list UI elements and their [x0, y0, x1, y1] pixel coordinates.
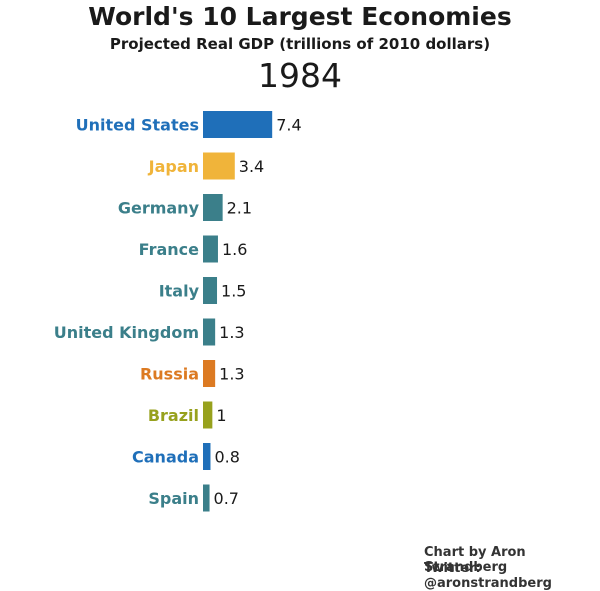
credit-author: Chart by Aron Strandberg — [424, 545, 526, 575]
year-label: 1984 — [258, 56, 342, 95]
value-label-united-kingdom: 1.3 — [219, 323, 244, 342]
category-label-japan: Japan — [148, 157, 199, 176]
category-label-italy: Italy — [159, 282, 200, 301]
bar-chart-plot: United States 7.4 Japan 3.4 Germany 2.1 France… — [54, 111, 302, 512]
category-label-united-states: United States — [76, 116, 199, 135]
category-label-france: France — [139, 240, 199, 259]
category-label-canada: Canada — [132, 448, 199, 467]
chart-subtitle: Projected Real GDP (trillions of 2010 do… — [109, 35, 491, 53]
value-label-russia: 1.3 — [219, 365, 244, 384]
bar-japan — [203, 152, 235, 180]
value-label-brazil: 1 — [216, 406, 226, 425]
value-label-italy: 1.5 — [221, 282, 246, 301]
category-label-brazil: Brazil — [148, 406, 199, 425]
value-label-canada: 0.8 — [214, 448, 239, 467]
value-label-united-states: 7.4 — [276, 116, 301, 135]
bar-united-kingdom — [203, 318, 216, 346]
chart: World's 10 Largest Economies Projected R… — [54, 2, 552, 591]
bar-russia — [203, 360, 216, 387]
value-label-spain: 0.7 — [214, 489, 239, 508]
category-label-spain: Spain — [148, 489, 199, 508]
bar-canada — [203, 443, 211, 470]
value-label-france: 1.6 — [222, 240, 247, 259]
value-label-germany: 2.1 — [227, 199, 252, 218]
value-label-japan: 3.4 — [239, 157, 264, 176]
credit-twitter: Twitter: @aronstrandberg — [424, 561, 552, 591]
bar-italy — [203, 277, 218, 304]
bar-brazil — [203, 401, 213, 429]
bar-france — [203, 235, 218, 263]
bar-united-states — [203, 111, 273, 138]
bar-germany — [203, 194, 223, 221]
category-label-russia: Russia — [140, 365, 199, 384]
chart-title: World's 10 Largest Economies — [88, 2, 512, 31]
category-label-united-kingdom: United Kingdom — [54, 323, 199, 342]
category-label-germany: Germany — [118, 199, 200, 218]
bar-spain — [203, 484, 210, 512]
